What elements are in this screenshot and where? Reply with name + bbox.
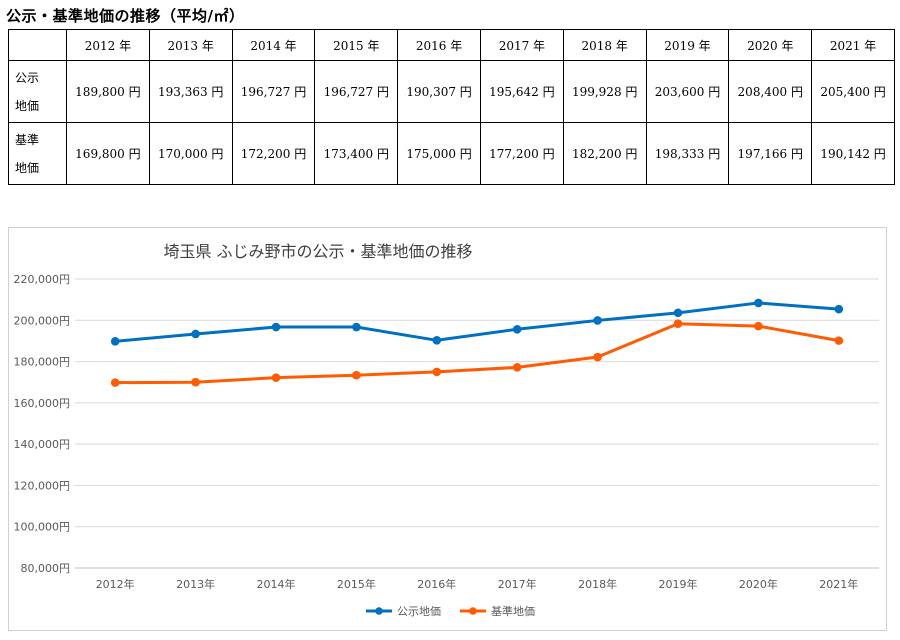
- data-point: [673, 308, 683, 318]
- table-cell: 195,642 円: [479, 60, 564, 123]
- column-header: 2014 年: [231, 29, 316, 61]
- data-point: [754, 298, 763, 308]
- table-row-kijun: 基準 地価 169,800 円 170,000 円 172,200 円 173,…: [8, 122, 895, 185]
- y-tick-label: 220,000円: [14, 273, 71, 286]
- legend-swatch-marker: [469, 607, 477, 615]
- y-tick-label: 200,000円: [14, 314, 71, 327]
- column-header: 2017 年: [479, 29, 564, 61]
- data-point: [834, 304, 844, 314]
- data-point: [271, 373, 281, 382]
- column-header: 2020 年: [728, 29, 813, 61]
- table-cell: 208,400 円: [728, 60, 813, 123]
- table-cell: 193,363 円: [148, 60, 233, 123]
- line-chart: 埼玉県 ふじみ野市の公示・基準地価の推移 80,000円 100,000円 120,…: [14, 242, 879, 618]
- column-header: 2015 年: [314, 29, 399, 61]
- x-tick-label: 2019年: [659, 577, 698, 591]
- x-tick-label: 2014年: [257, 577, 296, 591]
- table-header-row: 2012 年 2013 年 2014 年 2015 年 2016 年 2017 …: [8, 29, 895, 61]
- x-tick-label: 2015年: [337, 577, 376, 591]
- table-cell: 182,200 円: [562, 122, 647, 185]
- y-tick-label: 80,000円: [21, 562, 71, 575]
- data-point: [110, 337, 120, 346]
- table-cell: 169,800 円: [66, 122, 150, 185]
- x-tick-label: 2020年: [739, 577, 778, 591]
- data-point: [593, 316, 602, 325]
- x-tick-label: 2018年: [578, 577, 617, 591]
- data-point: [352, 322, 361, 332]
- chart-title: 埼玉県 ふじみ野市の公示・基準地価の推移: [163, 242, 472, 261]
- table-cell: 203,600 円: [645, 60, 730, 123]
- column-header: 2016 年: [397, 29, 481, 61]
- table-cell: 196,727 円: [231, 60, 316, 123]
- data-point: [191, 329, 200, 339]
- x-tick-label: 2012年: [96, 577, 135, 591]
- data-point: [593, 352, 602, 362]
- table-cell: 172,200 円: [231, 122, 316, 185]
- column-header: 2018 年: [562, 29, 647, 61]
- table-cell: 170,000 円: [148, 122, 233, 185]
- table-cell: 190,142 円: [811, 122, 895, 185]
- table-cell: 177,200 円: [479, 122, 564, 185]
- column-header: 2013 年: [148, 29, 233, 61]
- data-point: [673, 319, 683, 329]
- data-point: [754, 321, 763, 331]
- data-point: [512, 363, 522, 372]
- data-point: [271, 322, 281, 332]
- y-tick-label: 140,000円: [14, 438, 71, 451]
- x-tick-label: 2016年: [417, 577, 456, 591]
- data-point: [432, 367, 442, 377]
- y-tick-label: 160,000円: [14, 397, 71, 410]
- row-label: 公示 地価: [8, 60, 67, 123]
- legend-swatch-marker: [375, 607, 383, 615]
- table-cell: 196,727 円: [314, 60, 399, 123]
- table-cell: 199,928 円: [562, 60, 647, 123]
- y-tick-label: 120,000円: [14, 479, 71, 492]
- series-line: [115, 301, 839, 343]
- x-tick-label: 2013年: [176, 577, 215, 591]
- legend-label: 公示地価: [397, 605, 441, 618]
- table-cell: 198,333 円: [645, 122, 730, 185]
- column-header: 2019 年: [645, 29, 730, 61]
- data-point: [352, 370, 361, 380]
- y-tick-label: 180,000円: [14, 356, 71, 369]
- table-cell: 197,166 円: [728, 122, 813, 185]
- table-row-koji: 公示 地価 189,800 円 193,363 円 196,727 円 196,…: [8, 60, 895, 123]
- data-point: [110, 378, 120, 387]
- series-line: [115, 322, 840, 385]
- table-cell: 190,307 円: [397, 60, 481, 123]
- chart-container: 埼玉県 ふじみ野市の公示・基準地価の推移 80,000円 100,000円 120,…: [8, 227, 887, 631]
- data-point: [191, 377, 200, 387]
- data-point: [834, 336, 844, 345]
- column-header: 2012 年: [66, 29, 150, 61]
- x-tick-label: 2021年: [819, 577, 858, 591]
- table-cell: 189,800 円: [66, 60, 150, 123]
- data-point: [432, 335, 442, 345]
- data-point: [512, 324, 522, 334]
- table-cell: 173,400 円: [314, 122, 399, 185]
- table-cell: 205,400 円: [811, 60, 895, 123]
- table-corner-cell: [8, 29, 67, 61]
- row-label: 基準 地価: [8, 122, 67, 185]
- x-tick-label: 2017年: [498, 577, 537, 591]
- table-cell: 175,000 円: [397, 122, 481, 185]
- legend-label: 基準地価: [491, 604, 535, 618]
- page-heading: 公示・基準地価の推移（平均/㎡）: [6, 7, 245, 25]
- price-table: 2012 年 2013 年 2014 年 2015 年 2016 年 2017 …: [8, 29, 895, 185]
- y-tick-label: 100,000円: [14, 521, 71, 534]
- column-header: 2021 年: [811, 29, 895, 61]
